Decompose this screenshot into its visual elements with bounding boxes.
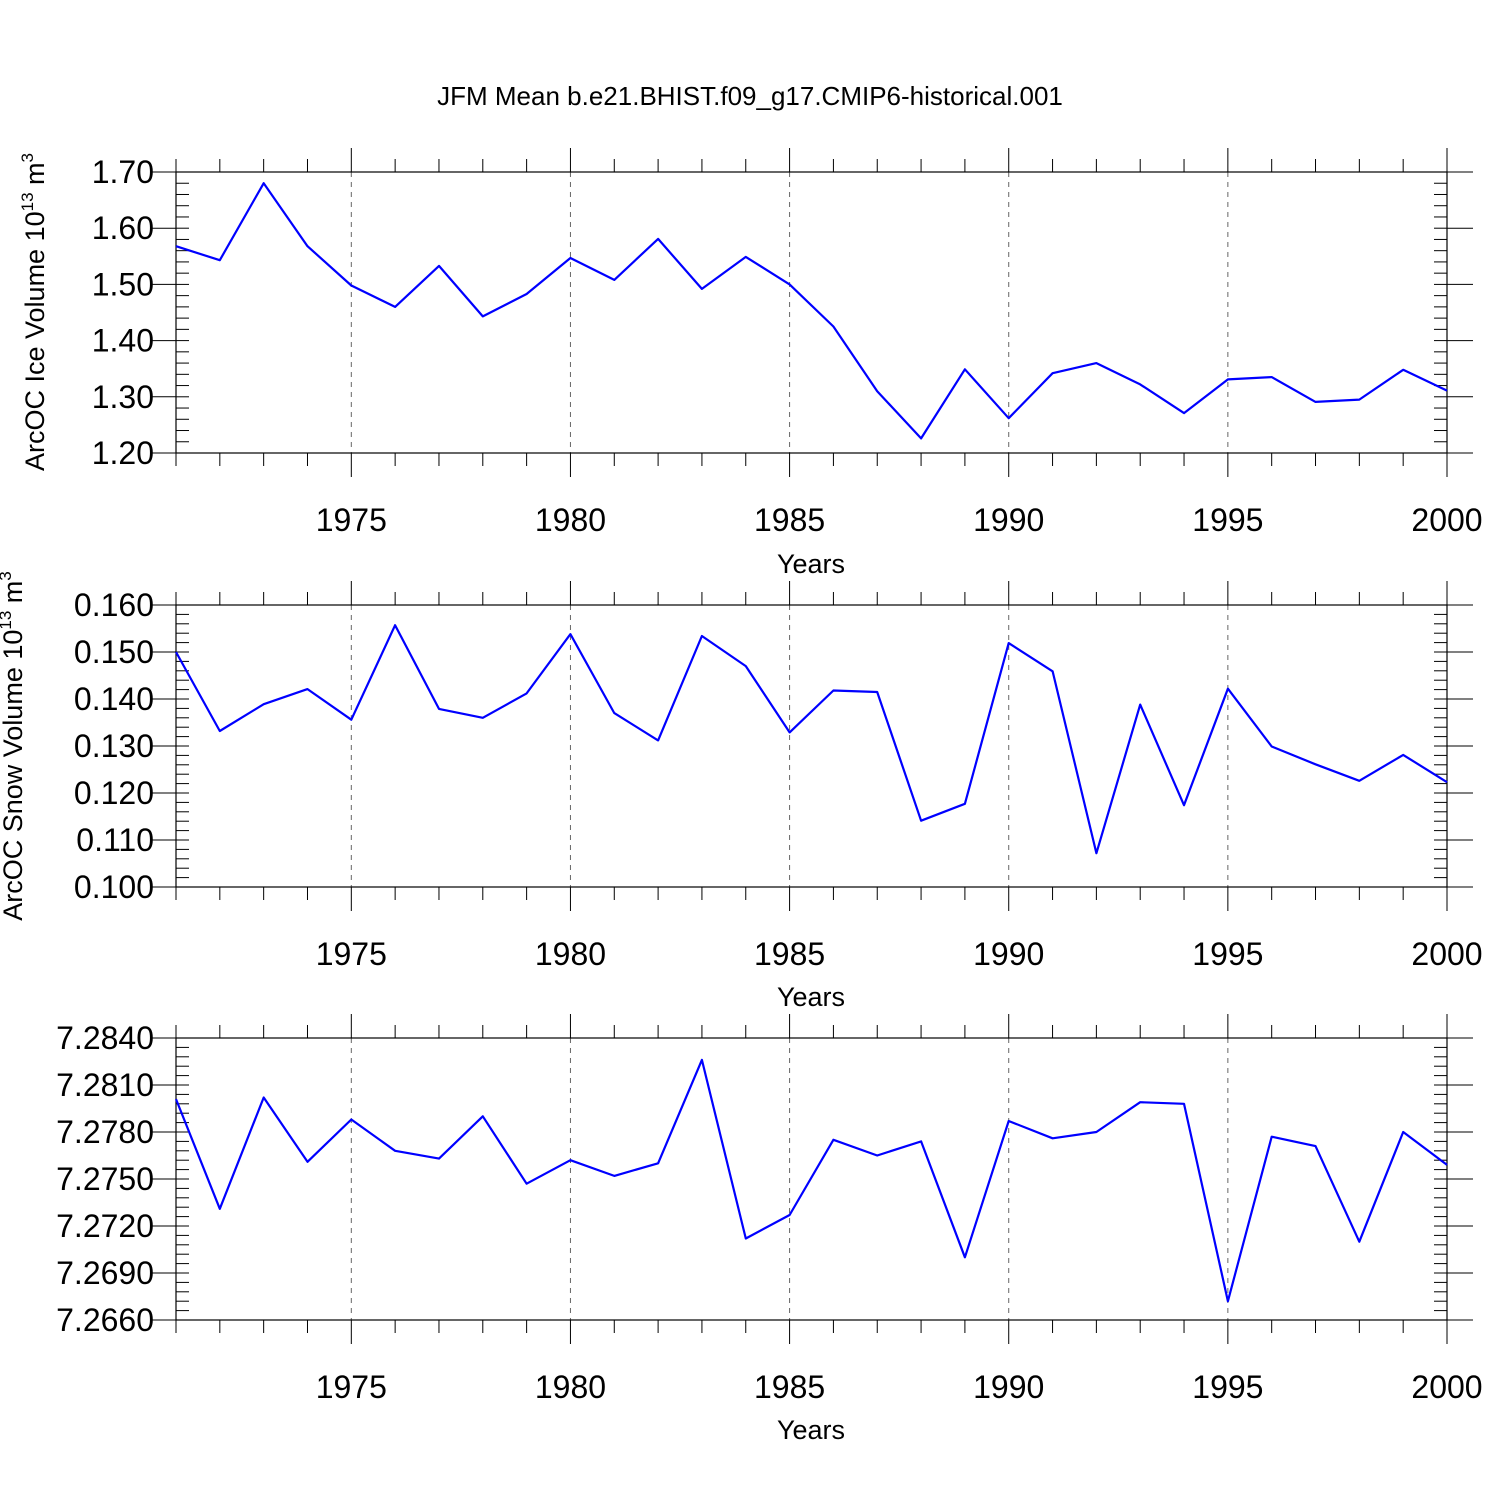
panel-0-ylabel-unit-exp: 3 <box>18 153 37 162</box>
y-tick-label: 0.100 <box>74 869 154 905</box>
x-tick-label: 1975 <box>316 1369 387 1405</box>
y-tick-label: 0.120 <box>74 775 154 811</box>
panel-0-ylabel-exp: 13 <box>18 192 37 211</box>
x-tick-label: 1980 <box>535 1369 606 1405</box>
plot-frame <box>175 171 1448 454</box>
panel-1-ylabel-unit-exp: 3 <box>0 571 15 580</box>
panel-2-xlabel: Years <box>777 1415 845 1445</box>
panel-1-ylabel-exp: 13 <box>0 611 15 630</box>
y-tick-label: 1.20 <box>92 435 154 471</box>
x-tick-label: 1995 <box>1192 502 1263 538</box>
y-tick-label: 7.2690 <box>56 1255 154 1291</box>
x-tick-label: 2000 <box>1411 1369 1482 1405</box>
x-tick-label: 1990 <box>973 502 1044 538</box>
y-tick-label: 7.2840 <box>56 1020 154 1056</box>
x-tick-label: 1990 <box>973 1369 1044 1405</box>
y-tick-label: 0.140 <box>74 681 154 717</box>
x-tick-label: 1985 <box>754 1369 825 1405</box>
y-tick-label: 7.2750 <box>56 1161 154 1197</box>
x-tick-label: 1995 <box>1192 936 1263 972</box>
y-tick-label: 0.160 <box>74 587 154 623</box>
y-tick-label: 7.2810 <box>56 1067 154 1103</box>
y-tick-label: 7.2720 <box>56 1208 154 1244</box>
series-line <box>175 182 1448 440</box>
x-tick-label: 1980 <box>535 936 606 972</box>
x-tick-label: 1985 <box>754 936 825 972</box>
panel-1-xlabel: Years <box>777 982 845 1012</box>
series-line <box>174 1058 1448 1303</box>
y-tick-label: 1.40 <box>92 323 154 359</box>
panel-0-ylabel-unit: m <box>20 162 50 192</box>
y-tick-label: 7.2780 <box>56 1114 154 1150</box>
y-tick-label: 0.150 <box>74 634 154 670</box>
third-variable-panel: Years 7.2660 7.2690 7.2720 7.2750 7.2780 7.28… <box>56 1014 1483 1445</box>
x-tick-label: 1995 <box>1192 1369 1263 1405</box>
x-tick-label: 1985 <box>754 502 825 538</box>
series-line <box>175 624 1448 855</box>
panel-0-xlabel: Years <box>777 549 845 579</box>
panel-0-ylabel-main: ArcOC Ice Volume 10 <box>20 211 50 471</box>
y-tick-label: 0.110 <box>76 822 154 858</box>
panel-1-ylabel-main: ArcOC Snow Volume 10 <box>0 630 28 921</box>
y-tick-label: 1.50 <box>92 266 154 302</box>
y-tick-label: 1.30 <box>92 379 154 415</box>
x-tick-label: 1975 <box>316 502 387 538</box>
y-tick-label: 7.2660 <box>56 1302 154 1338</box>
x-tick-label: 1990 <box>973 936 1044 972</box>
x-tick-label: 2000 <box>1411 502 1482 538</box>
x-tick-label: 2000 <box>1411 936 1482 972</box>
panel-1-ylabel: ArcOC Snow Volume 1013 m3 <box>0 571 28 921</box>
y-tick-label: 0.130 <box>74 728 154 764</box>
plot-frame <box>175 604 1448 888</box>
panel-0-ylabel: ArcOC Ice Volume 1013 m3 <box>18 153 50 471</box>
ice-volume-panel: Years ArcOC Ice Volume 1013 m3 1.20 1.30 1… <box>18 148 1483 579</box>
figure-title: JFM Mean b.e21.BHIST.f09_g17.CMIP6-histo… <box>437 81 1063 111</box>
x-tick-label: 1980 <box>535 502 606 538</box>
y-tick-label: 1.70 <box>92 154 154 190</box>
panel-1-ylabel-unit: m <box>0 581 28 611</box>
x-tick-label: 1975 <box>316 936 387 972</box>
y-tick-label: 1.60 <box>92 210 154 246</box>
snow-volume-panel: Years ArcOC Snow Volume 1013 m3 0.100 0.1… <box>0 571 1483 1012</box>
